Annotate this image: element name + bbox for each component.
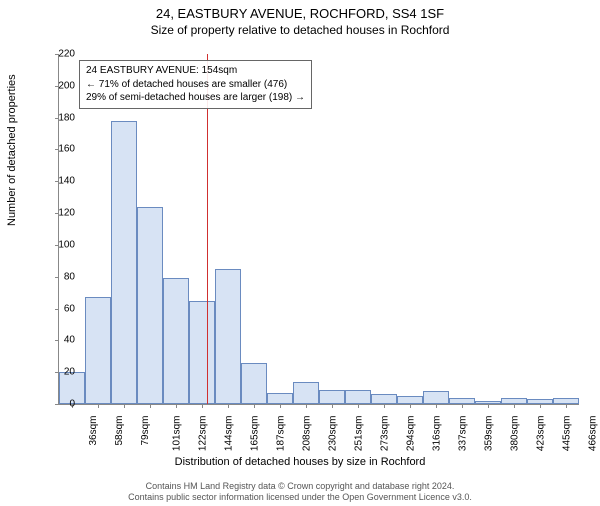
histogram-bar (111, 121, 136, 404)
x-tick-label: 359sqm (484, 416, 495, 452)
x-tick-mark (98, 404, 99, 408)
y-tick-label: 100 (47, 239, 75, 250)
histogram-bar (345, 390, 370, 404)
y-tick-label: 160 (47, 144, 75, 155)
x-tick-mark (306, 404, 307, 408)
x-tick-mark (358, 404, 359, 408)
x-tick-mark (280, 404, 281, 408)
y-axis-label: Number of detached properties (6, 74, 18, 226)
x-tick-label: 380sqm (510, 416, 521, 452)
x-tick-label: 251sqm (354, 416, 365, 452)
y-tick-label: 140 (47, 176, 75, 187)
histogram-bar (267, 393, 292, 404)
chart-subtitle: Size of property relative to detached ho… (0, 23, 600, 37)
x-tick-mark (462, 404, 463, 408)
histogram-bar (423, 391, 448, 404)
x-tick-mark (254, 404, 255, 408)
x-tick-label: 316sqm (432, 416, 443, 452)
x-tick-label: 466sqm (588, 416, 599, 452)
y-tick-label: 80 (47, 271, 75, 282)
histogram-bar (293, 382, 318, 404)
chart-plot-area: 24 EASTBURY AVENUE: 154sqm ← 71% of deta… (58, 54, 579, 405)
x-axis-label: Distribution of detached houses by size … (0, 456, 600, 468)
x-tick-label: 101sqm (172, 416, 183, 452)
info-box: 24 EASTBURY AVENUE: 154sqm ← 71% of deta… (79, 60, 312, 109)
info-line-2: ← 71% of detached houses are smaller (47… (86, 78, 305, 92)
footer-line-2: Contains public sector information licen… (0, 492, 600, 503)
histogram-bar (319, 390, 344, 404)
x-tick-label: 187sqm (276, 416, 287, 452)
x-tick-mark (410, 404, 411, 408)
chart-title: 24, EASTBURY AVENUE, ROCHFORD, SS4 1SF (0, 6, 600, 21)
y-tick-label: 180 (47, 112, 75, 123)
info-line-1: 24 EASTBURY AVENUE: 154sqm (86, 64, 305, 78)
x-tick-mark (566, 404, 567, 408)
histogram-bar (163, 278, 188, 404)
x-tick-mark (514, 404, 515, 408)
x-tick-label: 208sqm (302, 416, 313, 452)
x-tick-mark (124, 404, 125, 408)
histogram-bar (189, 301, 214, 404)
y-tick-label: 120 (47, 208, 75, 219)
x-tick-mark (150, 404, 151, 408)
x-tick-mark (436, 404, 437, 408)
x-tick-label: 294sqm (406, 416, 417, 452)
histogram-bar (371, 394, 396, 404)
histogram-bar (215, 269, 240, 404)
x-tick-label: 58sqm (114, 416, 125, 446)
info-line-3: 29% of semi-detached houses are larger (… (86, 91, 305, 105)
x-tick-mark (384, 404, 385, 408)
footer-line-1: Contains HM Land Registry data © Crown c… (0, 481, 600, 492)
x-tick-mark (202, 404, 203, 408)
x-tick-mark (176, 404, 177, 408)
x-tick-label: 122sqm (198, 416, 209, 452)
histogram-bar (241, 363, 266, 404)
y-tick-label: 200 (47, 80, 75, 91)
x-tick-label: 337sqm (458, 416, 469, 452)
histogram-bar (397, 396, 422, 404)
x-tick-label: 165sqm (250, 416, 261, 452)
x-tick-mark (540, 404, 541, 408)
x-tick-mark (488, 404, 489, 408)
y-tick-label: 40 (47, 335, 75, 346)
x-tick-label: 79sqm (140, 416, 151, 446)
y-tick-label: 0 (47, 399, 75, 410)
x-tick-label: 273sqm (380, 416, 391, 452)
x-tick-label: 423sqm (536, 416, 547, 452)
x-tick-label: 230sqm (328, 416, 339, 452)
y-tick-label: 20 (47, 367, 75, 378)
x-tick-mark (228, 404, 229, 408)
x-tick-label: 36sqm (88, 416, 99, 446)
x-tick-mark (332, 404, 333, 408)
y-tick-label: 60 (47, 303, 75, 314)
y-tick-label: 220 (47, 49, 75, 60)
histogram-bar (137, 207, 162, 404)
x-tick-label: 445sqm (562, 416, 573, 452)
histogram-bar (85, 297, 110, 404)
x-tick-label: 144sqm (224, 416, 235, 452)
